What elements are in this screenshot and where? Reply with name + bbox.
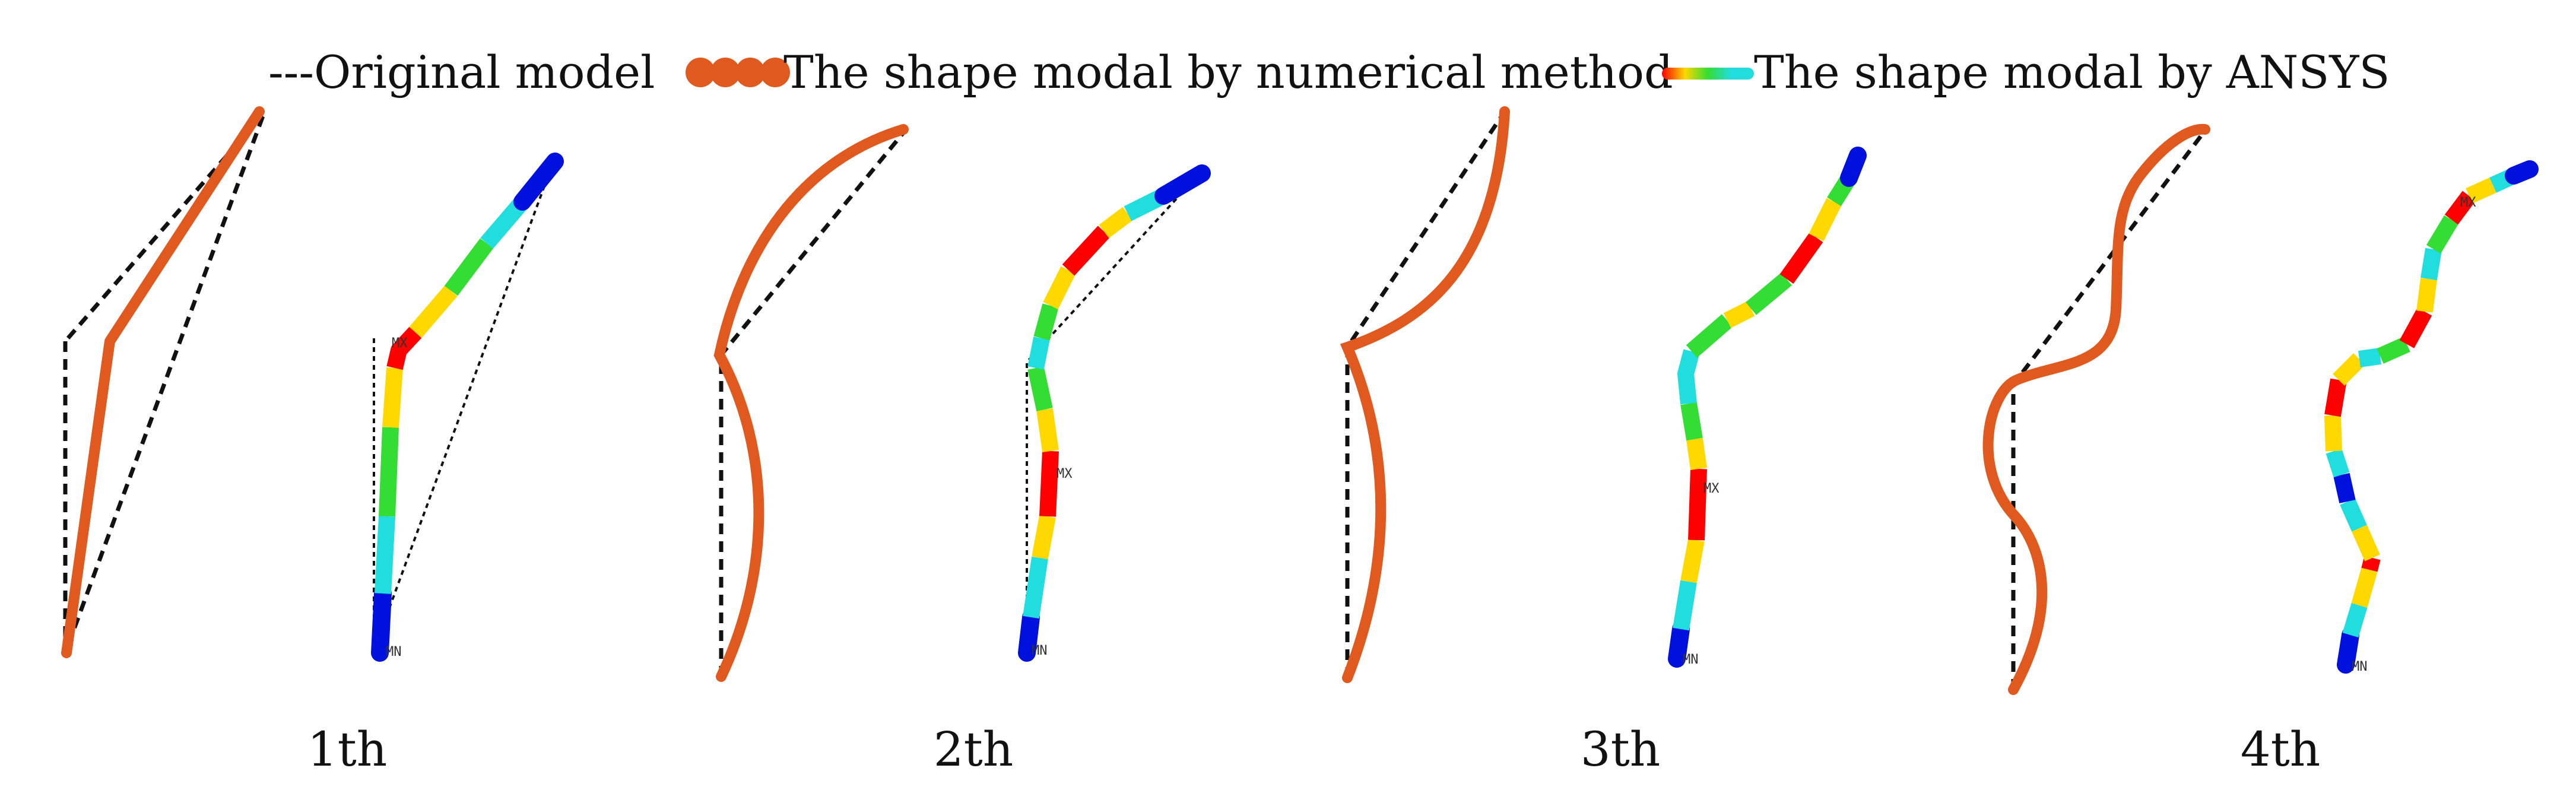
mode-1-min-tag: MN (386, 645, 402, 659)
mode-4-min-tag: MN (2352, 659, 2368, 674)
mode-1-numerical-shape (61, 106, 265, 658)
mode-2-numerical-shape (713, 124, 909, 682)
legend-original-label: ---Original model (268, 46, 655, 99)
mode-2-ansys-original-outline (1026, 170, 1203, 653)
mode-1-max-tag: MX (392, 336, 408, 351)
mode-3-label: 3th (1581, 722, 1661, 777)
mode-2-min-tag: MN (1032, 643, 1048, 658)
mode-2-ansys-shape (1018, 164, 1211, 662)
legend-ansys-gradient-icon (1662, 68, 1754, 80)
mode-4-max-tag: MX (2460, 195, 2476, 210)
mode-4-ansys-shape (2324, 160, 2539, 674)
mode-3-min-tag: MN (1683, 652, 1699, 667)
mode-1-ansys-shape (371, 153, 564, 662)
mode-1-label: 1th (307, 722, 388, 777)
mode-3-numerical-shape (1340, 106, 1510, 683)
legend-numerical-label: The shape modal by numerical method (783, 46, 1673, 99)
legend-ansys-label: The shape modal by ANSYS (1754, 46, 2390, 99)
mode-1: MX MN 1th (61, 106, 564, 777)
mode-4-numerical-shape (1982, 123, 2210, 695)
mode-3-max-tag: MX (1703, 481, 1720, 496)
mode-4: MX MN 4th (1982, 123, 2539, 777)
mode-3-ansys-shape (1668, 147, 1867, 668)
legend-numerical-marker-icon (686, 58, 790, 87)
mode-3: MX MN 3th (1340, 106, 1867, 777)
mode-1-original-outline (63, 111, 267, 654)
mode-1-ansys-original-outline (373, 157, 556, 650)
mode-4-label: 4th (2241, 722, 2321, 777)
mode-2-max-tag: MX (1057, 467, 1073, 481)
mode-2-label: 2th (934, 722, 1014, 777)
mode-2: MX MN 2th (713, 124, 1211, 777)
legend: ---Original model The shape modal by num… (268, 46, 2390, 99)
